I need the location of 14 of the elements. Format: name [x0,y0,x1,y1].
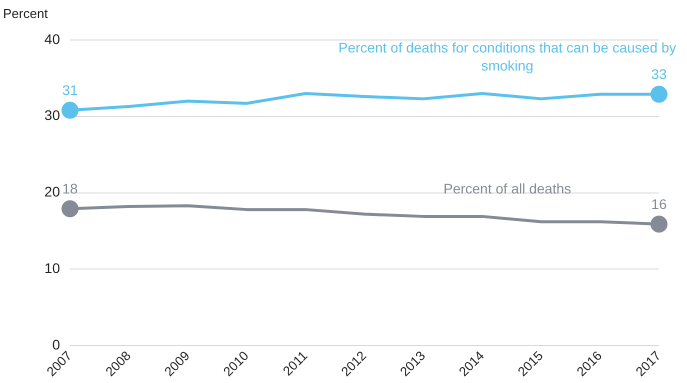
point [62,102,78,119]
series-label: Percent of all deaths [443,180,572,196]
y-axis-title: Percent [3,6,48,22]
point [650,86,668,103]
y-tick-label: 40 [44,30,60,47]
point [650,216,668,233]
data-label: 31 [62,82,78,98]
y-tick-label: 0 [52,336,60,352]
point [62,200,78,218]
data-label: 16 [651,196,667,212]
y-tick-label: 30 [44,107,60,124]
y-tick-label: 10 [44,260,60,276]
y-tick-label: 20 [44,184,60,200]
data-label: 18 [62,180,78,197]
